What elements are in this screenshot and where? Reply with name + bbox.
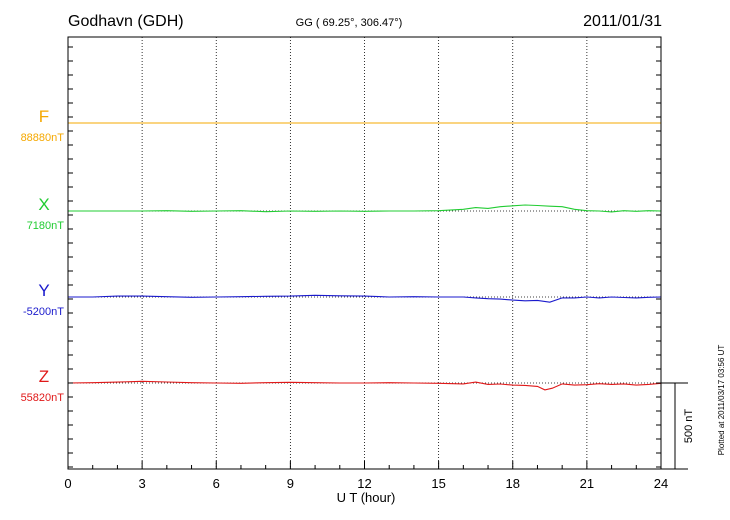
x-tick-label: 6 xyxy=(213,476,220,491)
x-tick-label: 12 xyxy=(357,476,371,491)
series-line-x xyxy=(68,204,662,213)
scale-bar: 500 nT xyxy=(661,382,695,470)
x-tick-label: 0 xyxy=(64,476,71,491)
station-title: Godhavn (GDH) xyxy=(68,13,184,30)
plotted-at-note: Plotted at 2011/03/17 03:56 UT xyxy=(717,345,726,456)
series-name-f: F xyxy=(39,107,49,126)
series-line-z xyxy=(67,380,662,391)
plot-date: 2011/01/31 xyxy=(583,13,662,30)
series-baseline-x: 7180nT xyxy=(27,220,65,232)
scale-bar-label: 500 nT xyxy=(683,409,695,444)
station-coords: GG ( 69.25°, 306.47°) xyxy=(296,17,403,29)
x-tick-label: 9 xyxy=(287,476,294,491)
series-baseline-f: 88880nT xyxy=(21,132,65,144)
series-labels: F 88880nT X 7180nT Y -5200nT Z 55820nT xyxy=(21,107,65,404)
x-tick-label: 15 xyxy=(431,476,445,491)
series-baseline-z: 55820nT xyxy=(21,392,65,404)
x-tick-label: 3 xyxy=(139,476,146,491)
series-line-y xyxy=(68,294,662,303)
grid xyxy=(141,37,588,469)
plot-frame xyxy=(67,36,662,470)
series-name-y: Y xyxy=(38,281,49,300)
series-name-z: Z xyxy=(39,367,49,386)
axes: 0 3 6 9 12 15 18 21 24 xyxy=(64,46,668,491)
x-tick-label: 18 xyxy=(506,476,520,491)
x-tick-label: 24 xyxy=(654,476,668,491)
x-axis-title: U T (hour) xyxy=(337,490,396,505)
series-name-x: X xyxy=(38,195,49,214)
x-tick-label: 21 xyxy=(580,476,594,491)
series-baseline-y: -5200nT xyxy=(23,306,64,318)
series-lines xyxy=(67,122,662,391)
